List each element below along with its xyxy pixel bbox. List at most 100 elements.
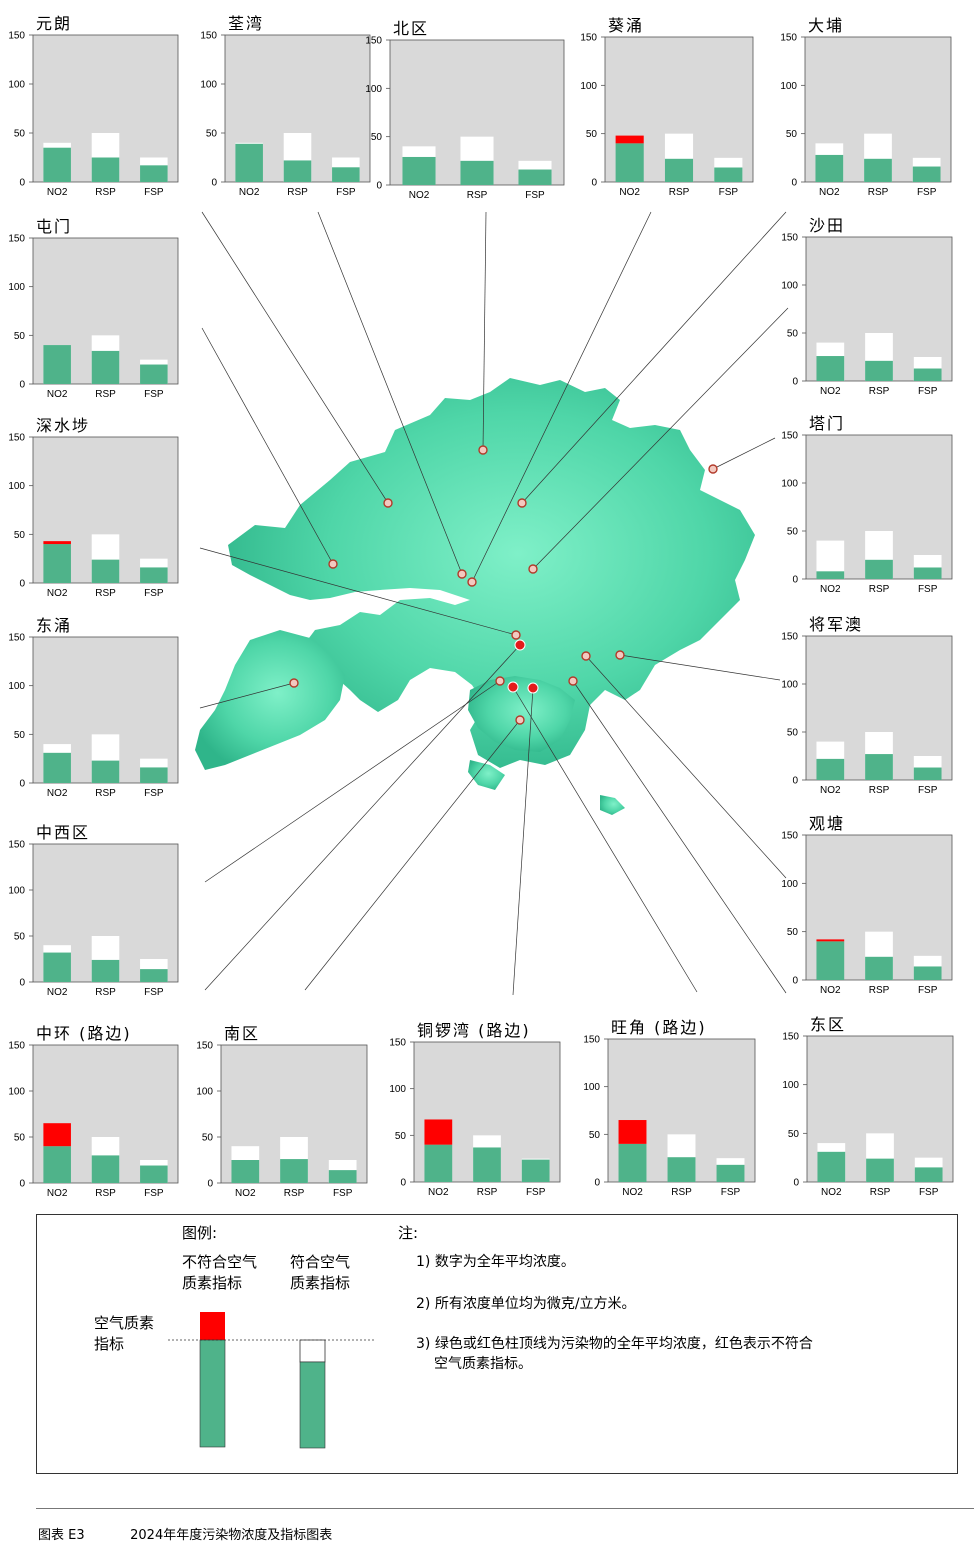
- value-bar-fsp: [913, 767, 942, 780]
- leader-line-11: [619, 654, 781, 681]
- value-bar-rsp: [91, 1155, 120, 1183]
- leader-line-15: [304, 719, 521, 991]
- leader-line-3: [482, 211, 487, 451]
- station-title: 葵涌: [608, 16, 644, 35]
- y-tick-label: 50: [787, 329, 799, 340]
- category-label: FSP: [144, 1188, 164, 1199]
- map-landmass-2: [195, 630, 345, 770]
- y-tick-label: 50: [14, 129, 26, 140]
- category-label: RSP: [467, 190, 488, 201]
- y-tick-label: 50: [589, 1130, 601, 1141]
- y-tick-label: 150: [580, 33, 597, 44]
- y-tick-label: 100: [196, 1087, 213, 1098]
- y-tick-label: 50: [206, 129, 218, 140]
- value-bar-fsp: [140, 567, 168, 583]
- value-bar-no2: [817, 1151, 846, 1182]
- category-label: NO2: [47, 1188, 68, 1199]
- station-title: 荃湾: [228, 14, 264, 33]
- y-tick-label: 50: [202, 1133, 214, 1144]
- exceed-bar-no2: [43, 1123, 71, 1147]
- y-tick-label: 150: [8, 31, 25, 42]
- note-3-line-2: 空气质素指标。: [434, 1356, 532, 1372]
- y-tick-label: 150: [389, 1038, 406, 1049]
- y-tick-label: 0: [19, 1179, 25, 1190]
- legend-box: [36, 1214, 958, 1474]
- station-marker-3: [478, 445, 488, 455]
- leader-line-1: [201, 211, 389, 504]
- station-marker-13: [581, 651, 591, 661]
- value-bar-fsp: [140, 969, 168, 982]
- station-title: 中西区: [36, 823, 90, 842]
- y-tick-label: 150: [8, 433, 25, 444]
- y-tick-label: 100: [8, 481, 25, 492]
- category-label: RSP: [95, 788, 116, 799]
- y-tick-label: 150: [8, 234, 25, 245]
- notes-heading: 注:: [398, 1224, 419, 1242]
- y-tick-label: 50: [787, 728, 799, 739]
- station-chart-2: 0 50 100 150 NO2 RSP FSP 荃湾: [200, 14, 371, 198]
- value-bar-no2: [43, 544, 71, 583]
- legend-exceed-red-segment: [200, 1312, 225, 1340]
- category-label: FSP: [144, 588, 164, 599]
- station-title: 东区: [810, 1015, 846, 1034]
- category-label: RSP: [95, 187, 116, 198]
- y-tick-label: 100: [8, 681, 25, 692]
- exceed-bar-no2: [816, 939, 845, 942]
- value-bar-rsp: [865, 360, 893, 381]
- value-bar-fsp: [140, 1165, 168, 1183]
- y-tick-label: 0: [792, 575, 798, 586]
- exceed-bar-no2: [43, 541, 71, 545]
- category-label: RSP: [95, 389, 116, 400]
- category-label: FSP: [917, 187, 937, 198]
- value-bar-no2: [43, 1146, 71, 1183]
- legend-comply-green-segment: [299, 1361, 326, 1449]
- legend-exceed-label: 不符合空气 质素指标: [182, 1252, 257, 1294]
- note-3-line-1: 3) 绿色或红色柱顶线为污染物的全年平均浓度，红色表示不符合: [416, 1336, 813, 1352]
- y-tick-label: 150: [196, 1041, 213, 1052]
- value-bar-rsp: [91, 157, 120, 182]
- y-tick-label: 0: [793, 1178, 799, 1189]
- value-bar-no2: [235, 143, 263, 182]
- leader-line-9: [712, 437, 776, 470]
- category-label: NO2: [47, 788, 68, 799]
- station-chart-4: 0 50 100 150 NO2 RSP FSP 葵涌: [580, 16, 754, 198]
- station-title: 塔门: [809, 414, 845, 433]
- category-label: RSP: [869, 985, 890, 996]
- category-label: FSP: [919, 1187, 939, 1198]
- legend-exceed-green-segment: [199, 1339, 226, 1448]
- y-tick-label: 100: [8, 282, 25, 293]
- station-marker-11: [615, 650, 625, 660]
- station-title: 大埔: [808, 16, 844, 35]
- y-tick-label: 50: [14, 730, 26, 741]
- station-title: 深水埗: [36, 416, 90, 435]
- legend-graphic: [168, 1312, 375, 1449]
- exceed-bar-no2: [424, 1119, 453, 1145]
- value-bar-rsp: [865, 559, 893, 579]
- station-chart-5: 0 50 100 150 NO2 RSP FSP 大埔: [780, 16, 952, 198]
- category-label: NO2: [820, 584, 841, 595]
- legend-comply-label: 符合空气 质素指标: [290, 1252, 350, 1294]
- value-bar-rsp: [91, 959, 120, 982]
- y-tick-label: 150: [200, 31, 217, 42]
- legend-comply-line-1: 符合空气: [290, 1253, 351, 1271]
- value-bar-rsp: [866, 1158, 894, 1182]
- leader-line-17: [512, 686, 698, 993]
- value-bar-no2: [43, 345, 71, 384]
- y-tick-label: 0: [400, 1178, 406, 1189]
- station-chart-7: 0 50 100 150 NO2 RSP FSP 沙田: [781, 216, 953, 397]
- y-tick-label: 50: [395, 1131, 407, 1142]
- value-bar-rsp: [280, 1159, 308, 1183]
- y-tick-label: 0: [791, 178, 797, 189]
- y-tick-label: 0: [594, 1178, 600, 1189]
- leader-line-14: [204, 644, 521, 991]
- category-label: NO2: [47, 588, 68, 599]
- y-tick-label: 100: [580, 81, 597, 92]
- category-label: NO2: [820, 785, 841, 796]
- category-label: NO2: [47, 187, 68, 198]
- leader-line-10: [199, 682, 295, 709]
- station-marker-10: [289, 678, 299, 688]
- station-marker-15: [515, 715, 525, 725]
- station-chart-9: 0 50 100 150 NO2 RSP FSP 塔门: [781, 414, 953, 595]
- y-tick-label: 100: [782, 1080, 799, 1091]
- value-bar-no2: [618, 1143, 647, 1182]
